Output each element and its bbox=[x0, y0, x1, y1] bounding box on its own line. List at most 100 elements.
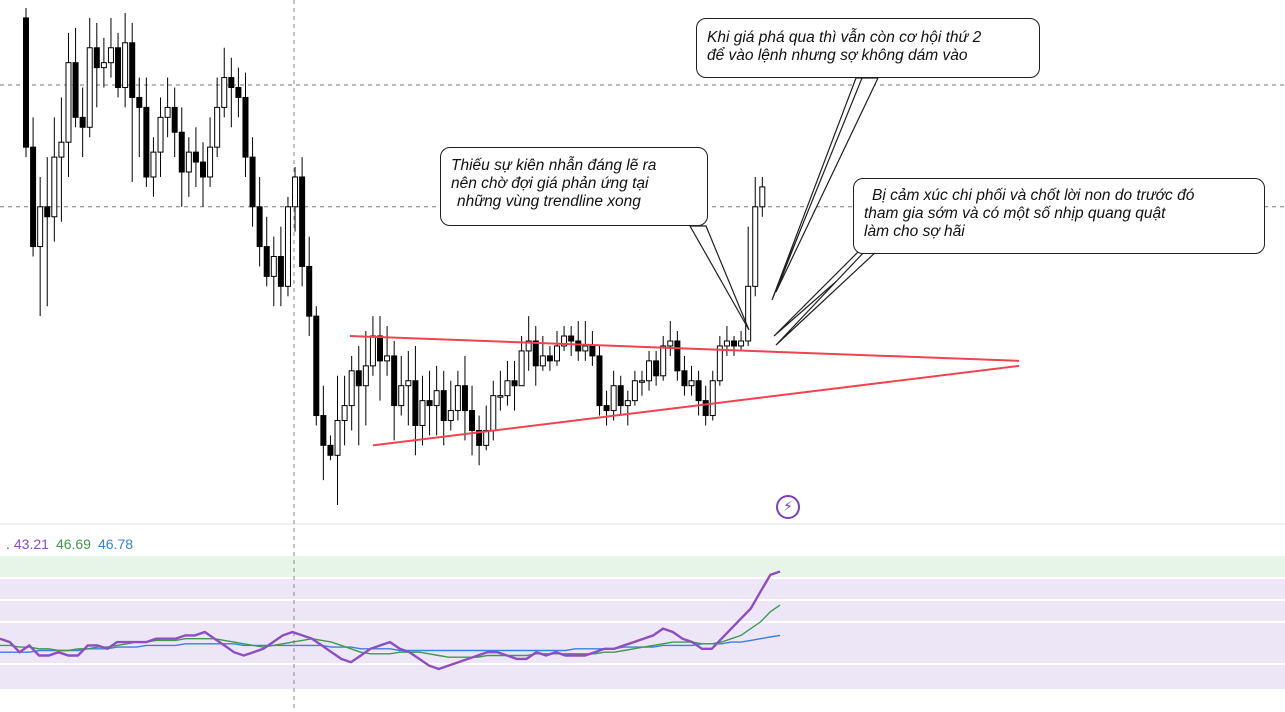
flash-icon[interactable]: ⚡ bbox=[776, 495, 800, 519]
bullish-candle bbox=[554, 345, 560, 362]
bullish-candle bbox=[745, 285, 752, 342]
callout-pointer-second-chance-b bbox=[771, 77, 863, 301]
bearish-candle bbox=[461, 385, 468, 412]
bullish-candle bbox=[419, 400, 426, 426]
bullish-candle bbox=[369, 335, 376, 367]
bullish-candle bbox=[610, 385, 617, 412]
bearish-candle bbox=[171, 106, 178, 133]
bullish-candle bbox=[164, 106, 171, 118]
bullish-candle bbox=[525, 340, 532, 352]
trendline-lower bbox=[372, 364, 1020, 447]
bearish-candle bbox=[235, 87, 242, 98]
bullish-candle bbox=[561, 335, 568, 347]
rsi-line bbox=[0, 570, 781, 671]
bullish-candle bbox=[759, 186, 766, 208]
bullish-candle bbox=[709, 380, 716, 417]
bearish-candle bbox=[327, 444, 334, 456]
bearish-candle bbox=[44, 206, 51, 218]
bearish-candle bbox=[532, 340, 539, 367]
bearish-candle bbox=[79, 116, 86, 128]
bearish-candle bbox=[249, 156, 256, 208]
bullish-candle bbox=[667, 340, 674, 347]
bearish-candle bbox=[440, 390, 447, 422]
rsi-band-background bbox=[0, 578, 1285, 690]
bullish-candle bbox=[716, 345, 723, 382]
bullish-candle bbox=[65, 62, 72, 143]
rsi-legend-prefix: . bbox=[6, 536, 10, 552]
bearish-candle bbox=[731, 340, 737, 347]
bullish-candle bbox=[752, 206, 759, 287]
bearish-candle bbox=[476, 429, 483, 446]
bearish-candle bbox=[263, 246, 270, 277]
bullish-candle bbox=[447, 410, 454, 422]
bearish-candle bbox=[306, 265, 313, 317]
bearish-candle bbox=[391, 355, 398, 407]
bullish-candle bbox=[86, 47, 93, 128]
bearish-candle bbox=[115, 47, 122, 89]
callout-line: tham gia sớm và có một số nhịp quang quậ… bbox=[864, 205, 1166, 222]
bullish-candle bbox=[100, 62, 107, 69]
bearish-candle bbox=[511, 380, 518, 387]
callout-line: Bị cảm xúc chi phối và chốt lời non do t… bbox=[872, 187, 1195, 204]
bullish-candle bbox=[37, 206, 44, 248]
bullish-candle bbox=[51, 156, 58, 218]
bullish-candle bbox=[221, 77, 228, 108]
bearish-candle bbox=[93, 47, 100, 69]
bearish-candle bbox=[313, 315, 320, 417]
bearish-candle bbox=[355, 370, 362, 387]
bearish-candle bbox=[695, 380, 702, 402]
rsi-legend: . 43.21 46.69 46.78 bbox=[6, 536, 140, 552]
bullish-candle bbox=[723, 340, 730, 347]
bullish-candle bbox=[405, 380, 412, 387]
callout-pointer-emotion-b bbox=[775, 249, 880, 346]
bearish-candle bbox=[681, 370, 688, 387]
bullish-candle bbox=[490, 395, 497, 431]
bearish-candle bbox=[129, 42, 136, 98]
bearish-candle bbox=[702, 400, 709, 417]
bullish-candle bbox=[433, 390, 440, 407]
callout-second-chance[interactable]: Khi giá phá qua thì vẫn còn cơ hội thứ 2… bbox=[696, 18, 1040, 78]
callout-line: những vùng trendline xong bbox=[457, 193, 641, 210]
bullish-candle bbox=[334, 420, 341, 456]
callout-line: để vào lệnh nhưng sợ không dám vào bbox=[707, 47, 968, 64]
bullish-candle bbox=[688, 380, 695, 387]
bearish-candle bbox=[412, 380, 419, 426]
bullish-candle bbox=[398, 385, 405, 407]
bullish-candle bbox=[284, 206, 291, 287]
bearish-candle bbox=[192, 151, 199, 163]
bearish-candle bbox=[143, 106, 150, 178]
callout-line: nên chờ đợi giá phản ứng tại bbox=[451, 175, 649, 192]
callout-pointer-impatience bbox=[688, 225, 750, 331]
callout-emotion[interactable]: Bị cảm xúc chi phối và chốt lời non do t… bbox=[853, 178, 1265, 254]
bullish-candle bbox=[207, 146, 214, 178]
bullish-candle bbox=[582, 345, 589, 352]
rsi-value: 43.21 bbox=[13, 536, 49, 552]
bullish-candle bbox=[504, 380, 511, 397]
bullish-candle bbox=[185, 151, 192, 173]
bearish-candle bbox=[653, 360, 660, 377]
bullish-candle bbox=[497, 395, 504, 398]
callout-impatience[interactable]: Thiếu sự kiên nhẫn đáng lẽ ra nên chờ đợ… bbox=[440, 147, 708, 226]
bearish-candle bbox=[72, 62, 79, 118]
bullish-candle bbox=[624, 400, 631, 407]
bullish-candle bbox=[638, 380, 645, 383]
bullish-candle bbox=[518, 350, 525, 387]
bullish-candle bbox=[660, 345, 667, 377]
rsi-overbought-zone bbox=[0, 556, 1285, 578]
bearish-candle bbox=[377, 335, 383, 362]
bullish-candle bbox=[539, 355, 546, 367]
callout-line: làm cho sợ hãi bbox=[864, 223, 965, 240]
bearish-candle bbox=[178, 131, 185, 173]
bearish-candle bbox=[589, 345, 596, 357]
bearish-candle bbox=[617, 385, 624, 407]
bullish-candle bbox=[214, 106, 221, 148]
bearish-candle bbox=[320, 415, 327, 446]
bullish-candle bbox=[341, 405, 348, 422]
bullish-candle bbox=[384, 355, 391, 362]
rsi-ma-value: 46.69 bbox=[55, 536, 91, 552]
bullish-candle bbox=[483, 429, 490, 446]
bearish-candle bbox=[228, 77, 235, 89]
bearish-candle bbox=[299, 176, 306, 267]
bullish-candle bbox=[631, 380, 638, 402]
